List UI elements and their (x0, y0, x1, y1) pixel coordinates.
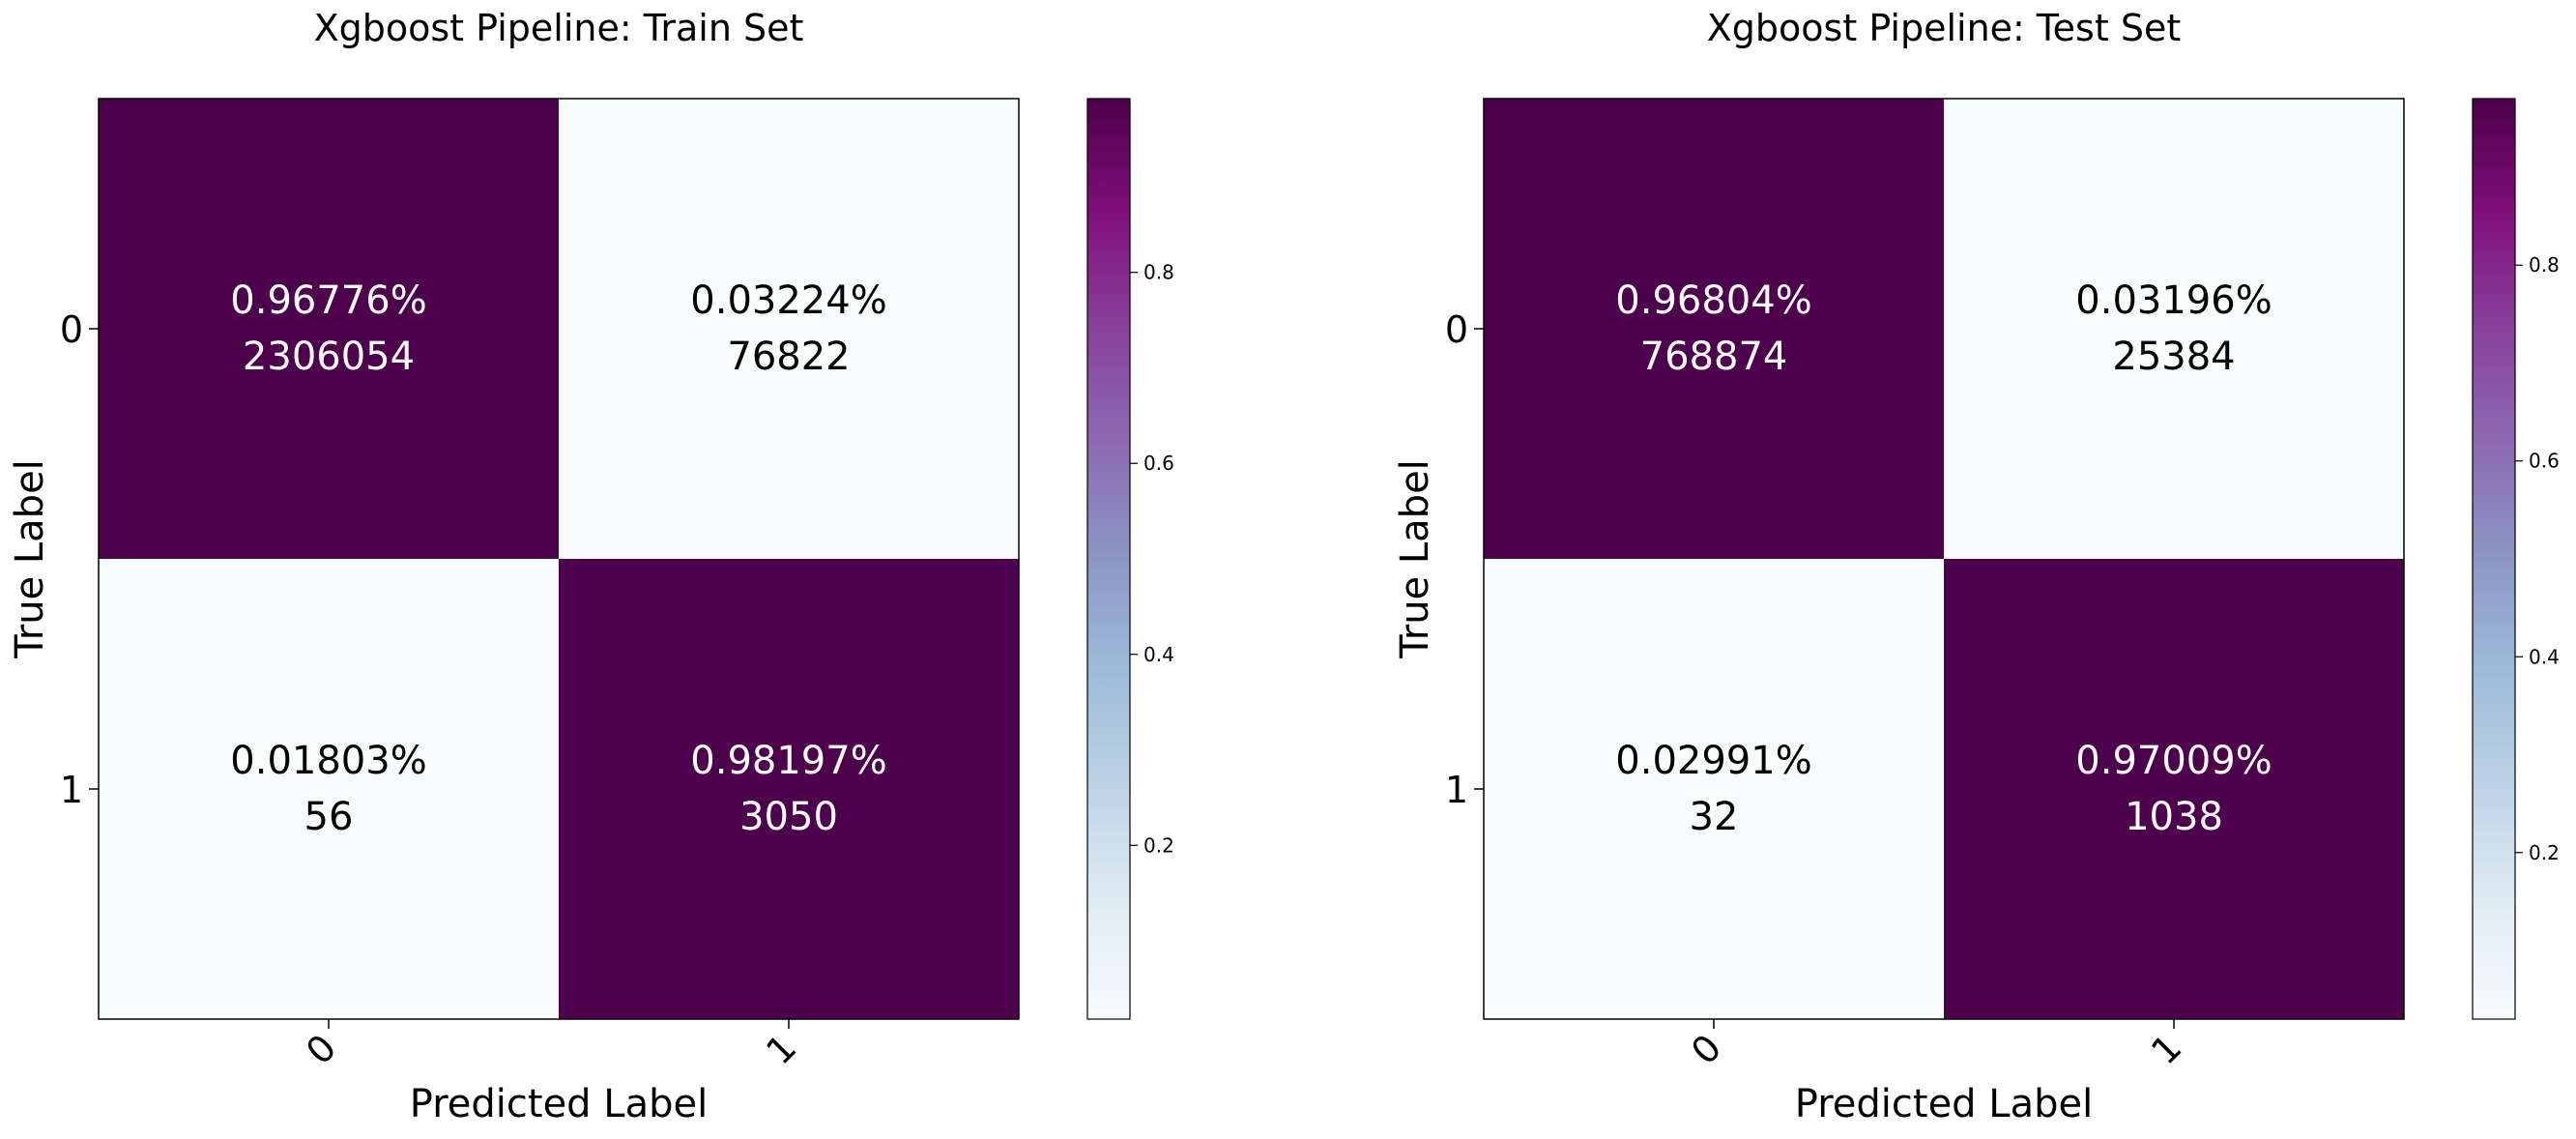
cell-percent-label: 0.98197% (690, 739, 886, 783)
x-tick-label: 0 (1683, 1026, 1729, 1072)
y-tick-label: 1 (1445, 769, 1468, 811)
cell-percent-label: 0.96804% (1615, 278, 1811, 323)
x-tick-label: 1 (2143, 1026, 2189, 1072)
heatmap-cell (1944, 99, 2404, 559)
colorbar (1086, 98, 1131, 1020)
confusion-matrix-panel-1: Xgboost Pipeline: Test Set 0.96804% 768874… (1393, 7, 2560, 1126)
y-tick-label: 0 (60, 308, 83, 351)
cell-count-label: 1038 (2125, 795, 2223, 839)
cell-percent-label: 0.02991% (1615, 739, 1811, 783)
cell-percent-label: 0.03196% (2075, 278, 2272, 323)
y-axis-label: True Label (8, 459, 52, 659)
colorbar-tick-label: 0.2 (2529, 841, 2560, 864)
cell-percent-label: 0.01803% (230, 739, 426, 783)
cell-count-label: 32 (1690, 795, 1739, 839)
cell-count-label: 56 (304, 795, 354, 839)
heatmap-cell (99, 99, 559, 559)
colorbar-tick-label: 0.8 (2529, 253, 2560, 277)
cell-count-label: 768874 (1640, 335, 1788, 379)
heatmap-cell (99, 559, 559, 1019)
confusion-matrix-panel-0: Xgboost Pipeline: Train Set 0.96776% 23060… (8, 7, 1174, 1126)
heatmap-cell (1484, 559, 1944, 1019)
colorbar-tick-label: 0.4 (1143, 643, 1174, 666)
y-tick-label: 0 (1445, 308, 1468, 351)
x-axis-label: Predicted Label (410, 1082, 708, 1126)
cell-count-label: 76822 (727, 335, 850, 379)
plot-frame (1483, 98, 2405, 1020)
cell-percent-label: 0.03224% (690, 278, 886, 323)
colorbar-tick-label: 0.6 (1143, 452, 1174, 475)
heatmap-cell (1944, 559, 2404, 1019)
colorbar-tick-label: 0.2 (1143, 833, 1174, 857)
y-tick-label: 1 (60, 769, 83, 811)
cell-count-label: 3050 (739, 795, 838, 839)
cell-percent-label: 0.96776% (230, 278, 426, 323)
colorbar-tick-label: 0.4 (2529, 645, 2560, 668)
heatmap-cell (559, 559, 1019, 1019)
heatmap-cell (1484, 99, 1944, 559)
cell-percent-label: 0.97009% (2075, 739, 2272, 783)
cell-count-label: 2306054 (243, 335, 415, 379)
chart-title: Xgboost Pipeline: Train Set (314, 7, 804, 49)
x-axis-label: Predicted Label (1795, 1082, 2093, 1126)
plot-frame (98, 98, 1020, 1020)
cell-count-label: 25384 (2112, 335, 2235, 379)
colorbar-tick-label: 0.8 (1143, 261, 1174, 284)
colorbar-tick-label: 0.6 (2529, 450, 2560, 473)
colorbar (2472, 98, 2516, 1020)
y-axis-label: True Label (1393, 459, 1437, 659)
chart-title: Xgboost Pipeline: Test Set (1707, 7, 2181, 49)
heatmap-cell (559, 99, 1019, 559)
x-tick-label: 1 (758, 1026, 804, 1072)
x-tick-label: 0 (298, 1026, 344, 1072)
